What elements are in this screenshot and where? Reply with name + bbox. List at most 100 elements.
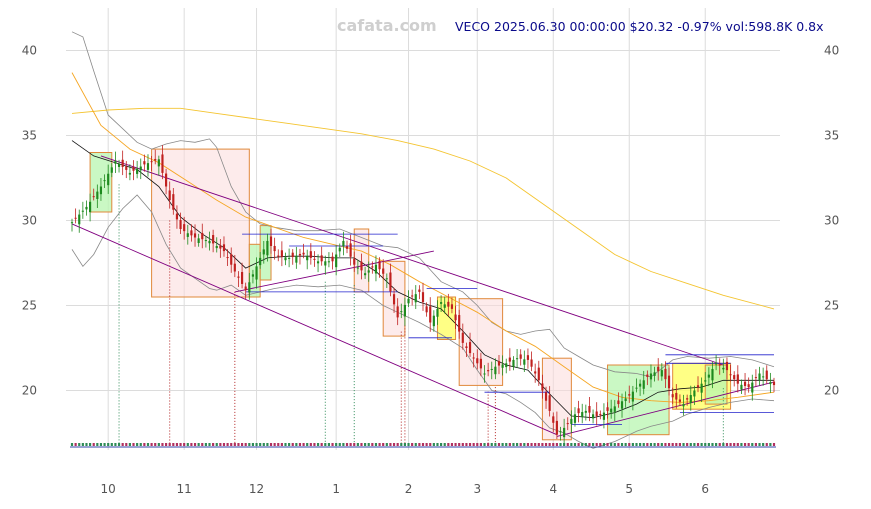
- candle-body: [197, 238, 200, 244]
- candle-body: [447, 301, 450, 307]
- candle-body: [624, 398, 627, 402]
- volume-bar: [494, 443, 497, 446]
- candle-body: [360, 261, 363, 271]
- x-tick-label: 3: [473, 482, 481, 496]
- volume-bar: [421, 443, 425, 446]
- candle-body: [193, 233, 197, 238]
- volume-bar: [515, 443, 519, 446]
- volume-bar: [526, 443, 530, 446]
- volume-bar: [440, 443, 443, 446]
- candle-body: [161, 154, 164, 173]
- candle-body: [490, 368, 493, 370]
- volume-bar: [595, 443, 598, 446]
- volume-bar: [378, 443, 381, 446]
- candle-body: [555, 420, 558, 435]
- candle-body: [364, 273, 367, 276]
- volume-bar: [389, 443, 392, 446]
- candle-body: [429, 306, 432, 323]
- candle-body: [628, 394, 631, 396]
- volume-bar: [327, 443, 331, 446]
- volume-bar: [497, 443, 501, 446]
- candle-body: [649, 373, 653, 380]
- candle-body: [606, 407, 609, 411]
- volume-bar: [392, 443, 396, 446]
- volume-bar: [356, 443, 359, 446]
- volume-bar: [573, 443, 577, 446]
- volume-bar: [660, 443, 663, 446]
- candle-body: [411, 295, 414, 297]
- candle-body: [255, 266, 258, 280]
- volume-bar: [309, 443, 312, 446]
- volume-bar: [212, 443, 215, 446]
- candle-body: [675, 392, 678, 400]
- volume-bar: [772, 443, 776, 446]
- volume-bar: [642, 443, 645, 446]
- candle-body: [747, 384, 750, 388]
- pattern-box-up: [607, 364, 670, 436]
- candle-body: [754, 377, 757, 379]
- candle-body: [85, 206, 88, 210]
- volume-bar: [635, 443, 638, 446]
- volume-bar: [541, 443, 544, 446]
- volume-bar: [682, 443, 685, 446]
- y-tick-right: 35: [824, 129, 839, 143]
- volume-bar: [371, 443, 374, 446]
- candle-body: [534, 371, 537, 374]
- candle-body: [81, 210, 84, 212]
- y-tick-left: 30: [22, 214, 37, 228]
- candle-body: [740, 384, 743, 390]
- candle-body: [700, 383, 703, 393]
- volume-bar: [132, 443, 135, 446]
- candle-body: [570, 418, 573, 424]
- pattern-box-down: [151, 148, 250, 298]
- volume-bar: [81, 443, 84, 446]
- volume-bar: [96, 443, 99, 446]
- volume-bar: [729, 443, 732, 446]
- candle-body: [595, 411, 598, 416]
- candle-body: [179, 220, 182, 229]
- volume-bar: [306, 443, 309, 446]
- candle-body: [164, 173, 168, 187]
- volume-bar: [512, 443, 515, 446]
- candle-body: [704, 380, 707, 382]
- volume-bar: [429, 443, 432, 446]
- volume-bar: [472, 443, 475, 446]
- volume-bar: [154, 443, 157, 446]
- volume-bar: [631, 443, 634, 446]
- candle-body: [468, 342, 472, 354]
- y-tick-right: 20: [824, 384, 839, 398]
- volume-bar: [664, 443, 667, 446]
- candle-body: [280, 250, 283, 257]
- volume-bar: [461, 443, 464, 446]
- volume-bar: [667, 443, 671, 446]
- candle-body: [610, 408, 613, 413]
- candle-body: [262, 249, 265, 255]
- volume-bar: [157, 443, 160, 446]
- volume-bar: [653, 443, 656, 446]
- volume-bar: [747, 443, 750, 446]
- volume-bar: [555, 443, 558, 446]
- candle-body: [707, 374, 710, 378]
- watermark-text: cafata.com: [337, 16, 437, 35]
- volume-bar: [277, 443, 280, 446]
- candle-body: [107, 173, 110, 186]
- candle-body: [204, 240, 207, 242]
- volume-bar: [418, 443, 421, 446]
- candle-body: [765, 370, 768, 380]
- candle-body: [237, 276, 240, 278]
- candle-body: [591, 414, 595, 419]
- pattern-box-up: [248, 243, 261, 298]
- candle-body: [733, 375, 736, 380]
- volume-bar: [479, 443, 482, 446]
- candle-body: [657, 366, 660, 372]
- volume-bar: [544, 443, 548, 446]
- candle-body: [128, 172, 131, 175]
- candle-body: [751, 382, 754, 393]
- candle-body: [584, 410, 587, 413]
- candle-body: [725, 361, 729, 371]
- signal-lines: [118, 184, 724, 446]
- volume-bar: [606, 443, 609, 446]
- candle-body: [230, 254, 233, 265]
- candle-body: [342, 240, 345, 247]
